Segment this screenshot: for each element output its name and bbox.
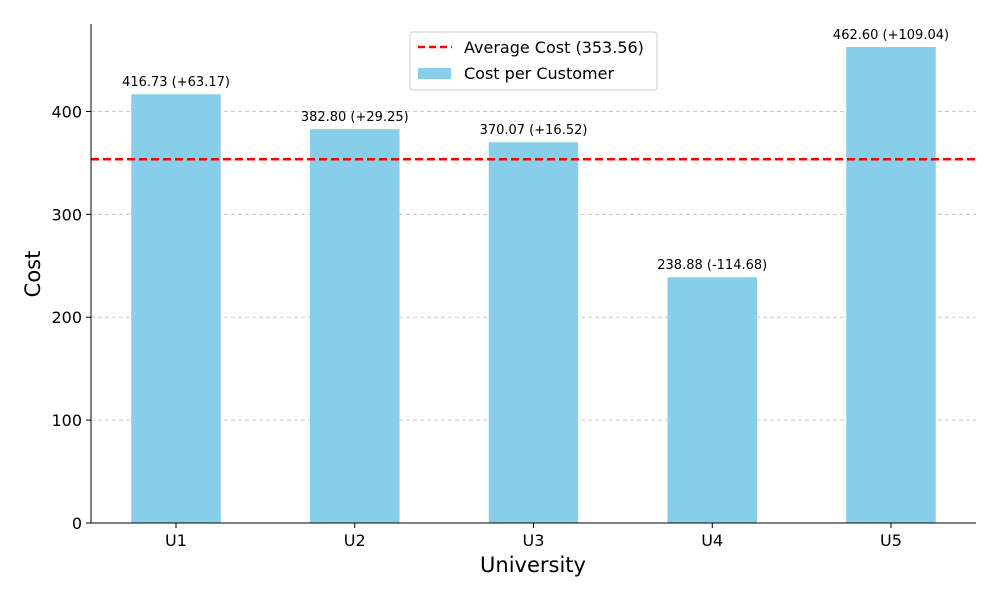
x-tick-label: U2	[344, 531, 366, 550]
data-labels: 416.73 (+63.17) 382.80 (+29.25) 370.07 (+1…	[122, 28, 949, 273]
bars	[131, 47, 936, 524]
bar-u5	[846, 47, 936, 523]
tick-labels: 0 100 200 300 400 U1 U2 U3 U4 U5	[51, 102, 901, 550]
bar-u4	[667, 277, 757, 523]
data-label: 382.80 (+29.25)	[301, 110, 409, 125]
x-tick-label: U3	[523, 531, 545, 550]
bar-u3	[488, 142, 579, 524]
legend: Average Cost (353.56) Cost per Customer	[409, 31, 658, 91]
y-tick-label: 400	[51, 102, 82, 121]
y-tick-label: 200	[51, 308, 82, 327]
legend-label-average: Average Cost (353.56)	[464, 38, 644, 57]
x-axis-label: University	[480, 553, 586, 577]
bar-u2	[310, 129, 400, 524]
legend-label-cost: Cost per Customer	[464, 64, 614, 83]
data-label: 370.07 (+16.52)	[480, 123, 588, 138]
data-label: 238.88 (-114.68)	[657, 258, 767, 273]
bar-u1	[131, 94, 221, 524]
y-axis-label: Cost	[21, 251, 45, 298]
data-label: 462.60 (+109.04)	[833, 28, 949, 43]
y-tick-label: 0	[72, 514, 82, 533]
y-tick-label: 300	[51, 205, 82, 224]
x-tick-label: U4	[701, 531, 723, 550]
x-tick-label: U5	[880, 531, 902, 550]
y-tick-label: 100	[51, 411, 82, 430]
legend-box	[409, 31, 658, 91]
legend-swatch-cost	[418, 68, 451, 79]
data-label: 416.73 (+63.17)	[122, 75, 230, 90]
x-tick-label: U1	[165, 531, 187, 550]
